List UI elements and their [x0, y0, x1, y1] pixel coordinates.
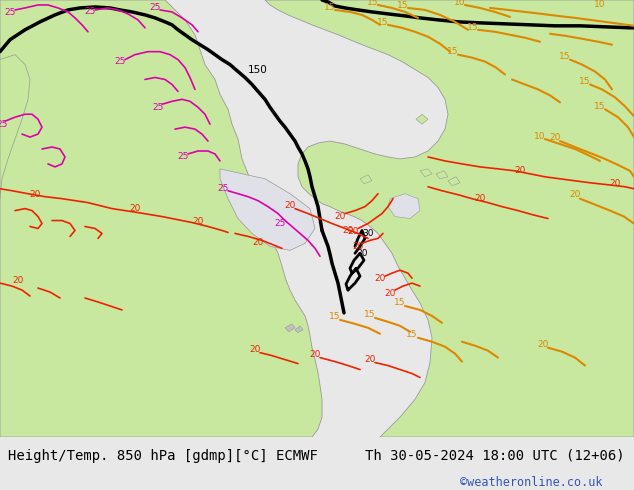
- Polygon shape: [360, 175, 372, 184]
- Text: 25: 25: [0, 120, 8, 129]
- Text: 30: 30: [362, 229, 374, 238]
- Text: 20: 20: [549, 133, 560, 142]
- Text: 15: 15: [324, 3, 336, 12]
- Text: 15: 15: [394, 298, 406, 308]
- Text: 20: 20: [347, 227, 359, 236]
- Text: 20: 20: [609, 179, 621, 188]
- Text: 20: 20: [309, 350, 321, 359]
- Text: 20: 20: [29, 190, 41, 199]
- Polygon shape: [388, 194, 420, 219]
- Text: 20: 20: [374, 273, 385, 283]
- Text: 20: 20: [365, 355, 376, 364]
- Text: ©weatheronline.co.uk: ©weatheronline.co.uk: [460, 476, 602, 489]
- Text: 150: 150: [248, 65, 268, 74]
- Text: 20: 20: [284, 201, 295, 210]
- Text: 25: 25: [178, 152, 189, 161]
- Polygon shape: [265, 0, 634, 437]
- Text: 10: 10: [594, 0, 605, 9]
- Text: 25: 25: [84, 7, 96, 17]
- Text: 20: 20: [334, 212, 346, 221]
- Polygon shape: [308, 159, 330, 185]
- Text: 15: 15: [329, 313, 340, 321]
- Text: 25: 25: [217, 184, 229, 193]
- Polygon shape: [295, 326, 303, 333]
- Text: 25: 25: [152, 103, 164, 112]
- Polygon shape: [436, 171, 448, 179]
- Text: Height/Temp. 850 hPa [gdmp][°C] ECMWF: Height/Temp. 850 hPa [gdmp][°C] ECMWF: [8, 449, 318, 463]
- Text: 15: 15: [367, 0, 378, 7]
- Text: 20: 20: [249, 345, 261, 354]
- Polygon shape: [220, 169, 315, 250]
- Text: 15: 15: [447, 47, 459, 56]
- Text: 15: 15: [406, 330, 418, 339]
- Text: 15: 15: [467, 24, 479, 32]
- Text: 25: 25: [114, 57, 126, 66]
- Text: 20: 20: [129, 204, 141, 213]
- Polygon shape: [448, 177, 460, 186]
- Polygon shape: [320, 167, 385, 181]
- Text: 25: 25: [150, 3, 160, 12]
- Text: 20: 20: [384, 289, 396, 297]
- Text: 20: 20: [474, 194, 486, 203]
- Text: 20: 20: [569, 190, 581, 199]
- Text: Th 30-05-2024 18:00 UTC (12+06): Th 30-05-2024 18:00 UTC (12+06): [365, 449, 624, 463]
- Text: 25: 25: [4, 8, 16, 18]
- Text: 15: 15: [594, 102, 605, 111]
- Polygon shape: [285, 324, 295, 332]
- Text: 25: 25: [275, 219, 286, 228]
- Text: 20: 20: [342, 226, 354, 235]
- Polygon shape: [0, 0, 322, 437]
- Text: 15: 15: [579, 77, 591, 86]
- Polygon shape: [420, 169, 432, 177]
- Text: 20: 20: [252, 238, 264, 247]
- Text: 15: 15: [398, 1, 409, 10]
- Text: 20: 20: [514, 167, 526, 175]
- Text: 15: 15: [365, 310, 376, 319]
- Text: 15: 15: [559, 52, 571, 61]
- Text: 20: 20: [12, 276, 23, 285]
- Polygon shape: [388, 167, 415, 181]
- Polygon shape: [416, 114, 428, 124]
- Text: 20: 20: [192, 217, 204, 226]
- Text: 20: 20: [537, 340, 548, 349]
- Text: 30: 30: [356, 249, 368, 258]
- Polygon shape: [0, 54, 30, 198]
- Text: 10: 10: [454, 0, 466, 7]
- Text: 15: 15: [377, 18, 389, 27]
- Text: 20: 20: [353, 242, 364, 251]
- Text: 10: 10: [534, 132, 546, 141]
